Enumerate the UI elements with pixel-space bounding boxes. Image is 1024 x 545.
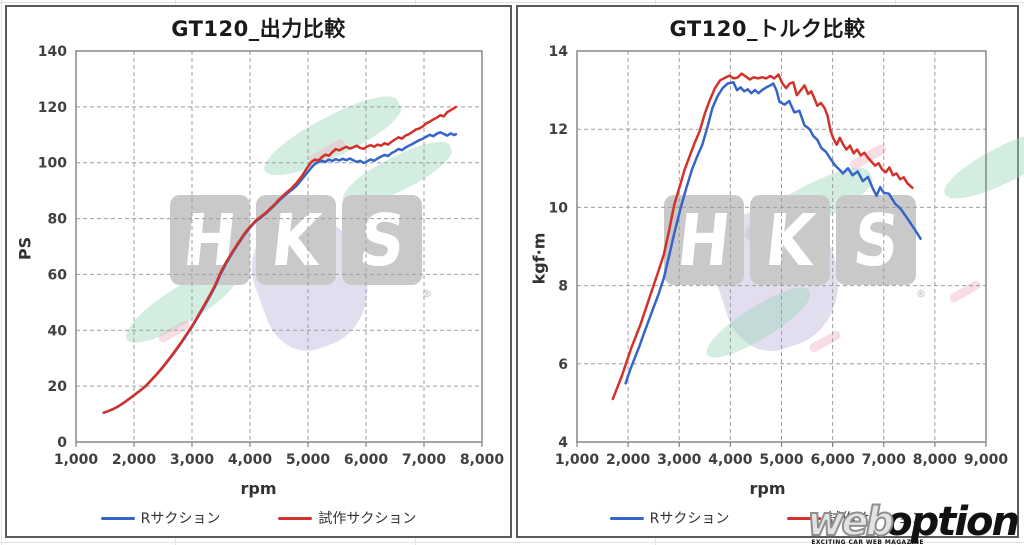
logo-web-wrap: web EXCITING CAR WEB MAGAZINE: [806, 499, 923, 545]
svg-text:20: 20: [48, 379, 68, 395]
svg-text:1,000: 1,000: [555, 452, 600, 468]
svg-text:7,000: 7,000: [862, 452, 907, 468]
legend-swatch-blue: [100, 516, 135, 520]
legend-label: Rサクション: [140, 511, 221, 527]
torque-x-axis-title: rpm: [749, 479, 786, 498]
svg-text:7,000: 7,000: [402, 452, 447, 468]
torque-y-axis-title: kgf·m: [529, 232, 549, 285]
svg-text:3,000: 3,000: [170, 452, 215, 468]
svg-text:3,000: 3,000: [657, 452, 702, 468]
legend-label: 試作サクション: [318, 511, 417, 527]
power-y-axis-title: PS: [15, 236, 35, 261]
svg-text:10: 10: [549, 200, 569, 216]
svg-text:6,000: 6,000: [344, 452, 389, 468]
svg-text:2,000: 2,000: [112, 452, 157, 468]
torque-chart-title: GT120_トルク比較: [669, 17, 866, 41]
svg-text:5,000: 5,000: [759, 452, 804, 468]
svg-text:6,000: 6,000: [810, 452, 855, 468]
svg-text:12: 12: [549, 122, 568, 138]
web-option-logo: web EXCITING CAR WEB MAGAZINE option: [806, 499, 1020, 545]
power-chart-title: GT120_出力比較: [171, 17, 346, 41]
svg-text:80: 80: [48, 212, 68, 228]
logo-tagline: EXCITING CAR WEB MAGAZINE: [811, 539, 924, 545]
svg-text:4: 4: [558, 435, 568, 451]
logo-option-text: option: [885, 499, 1020, 545]
svg-text:6: 6: [558, 357, 568, 373]
legend-entry-r-suction: Rサクション: [100, 508, 221, 528]
svg-text:8,000: 8,000: [460, 452, 505, 468]
svg-text:14: 14: [549, 44, 569, 60]
legend-entry-r-suction: Rサクション: [609, 508, 730, 528]
svg-text:100: 100: [38, 156, 67, 172]
svg-text:8: 8: [558, 279, 568, 295]
torque-chart-legend: Rサクション 試作サクション: [518, 508, 1017, 528]
legend-entry-prototype-suction: 試作サクション: [787, 508, 925, 528]
torque-chart-panel: GT120_トルク比較 kgf·m H K S ® 1,000 2,000 3,00…: [516, 5, 1024, 538]
legend-swatch-red: [787, 516, 822, 520]
spreadsheet-gridline: [0, 2, 1024, 3]
power-chart-legend: Rサクション 試作サクション: [7, 508, 510, 528]
legend-label: Rサクション: [649, 511, 730, 527]
svg-text:4,000: 4,000: [228, 452, 273, 468]
legend-entry-prototype-suction: 試作サクション: [278, 508, 416, 528]
svg-text:8,000: 8,000: [913, 452, 958, 468]
legend-label: 試作サクション: [827, 511, 926, 527]
svg-text:40: 40: [48, 323, 68, 339]
spreadsheet-gridline: [1, 0, 2, 545]
svg-text:0: 0: [57, 435, 67, 451]
spreadsheet-gridline: [0, 542, 1024, 543]
svg-text:60: 60: [48, 267, 68, 283]
svg-text:4,000: 4,000: [708, 452, 753, 468]
svg-text:2,000: 2,000: [606, 452, 651, 468]
power-x-axis-title: rpm: [240, 479, 277, 498]
legend-swatch-blue: [609, 516, 644, 520]
legend-swatch-red: [278, 516, 313, 520]
svg-text:140: 140: [38, 44, 67, 60]
power-chart-panel: GT120_出力比較 PS H K S ® 1,000 2,000 3,000 4,0…: [5, 5, 512, 538]
logo-web-text: web: [806, 499, 895, 545]
svg-text:9,000: 9,000: [964, 452, 1009, 468]
svg-text:1,000: 1,000: [54, 452, 99, 468]
svg-text:5,000: 5,000: [286, 452, 331, 468]
torque-chart-plot: 1,000 2,000 3,000 4,000 5,000 6,000 7,000 8,000…: [549, 44, 1009, 468]
power-chart-plot: 1,000 2,000 3,000 4,000 5,000 6,000 7,000 8,000…: [38, 44, 505, 468]
svg-text:120: 120: [38, 100, 67, 116]
